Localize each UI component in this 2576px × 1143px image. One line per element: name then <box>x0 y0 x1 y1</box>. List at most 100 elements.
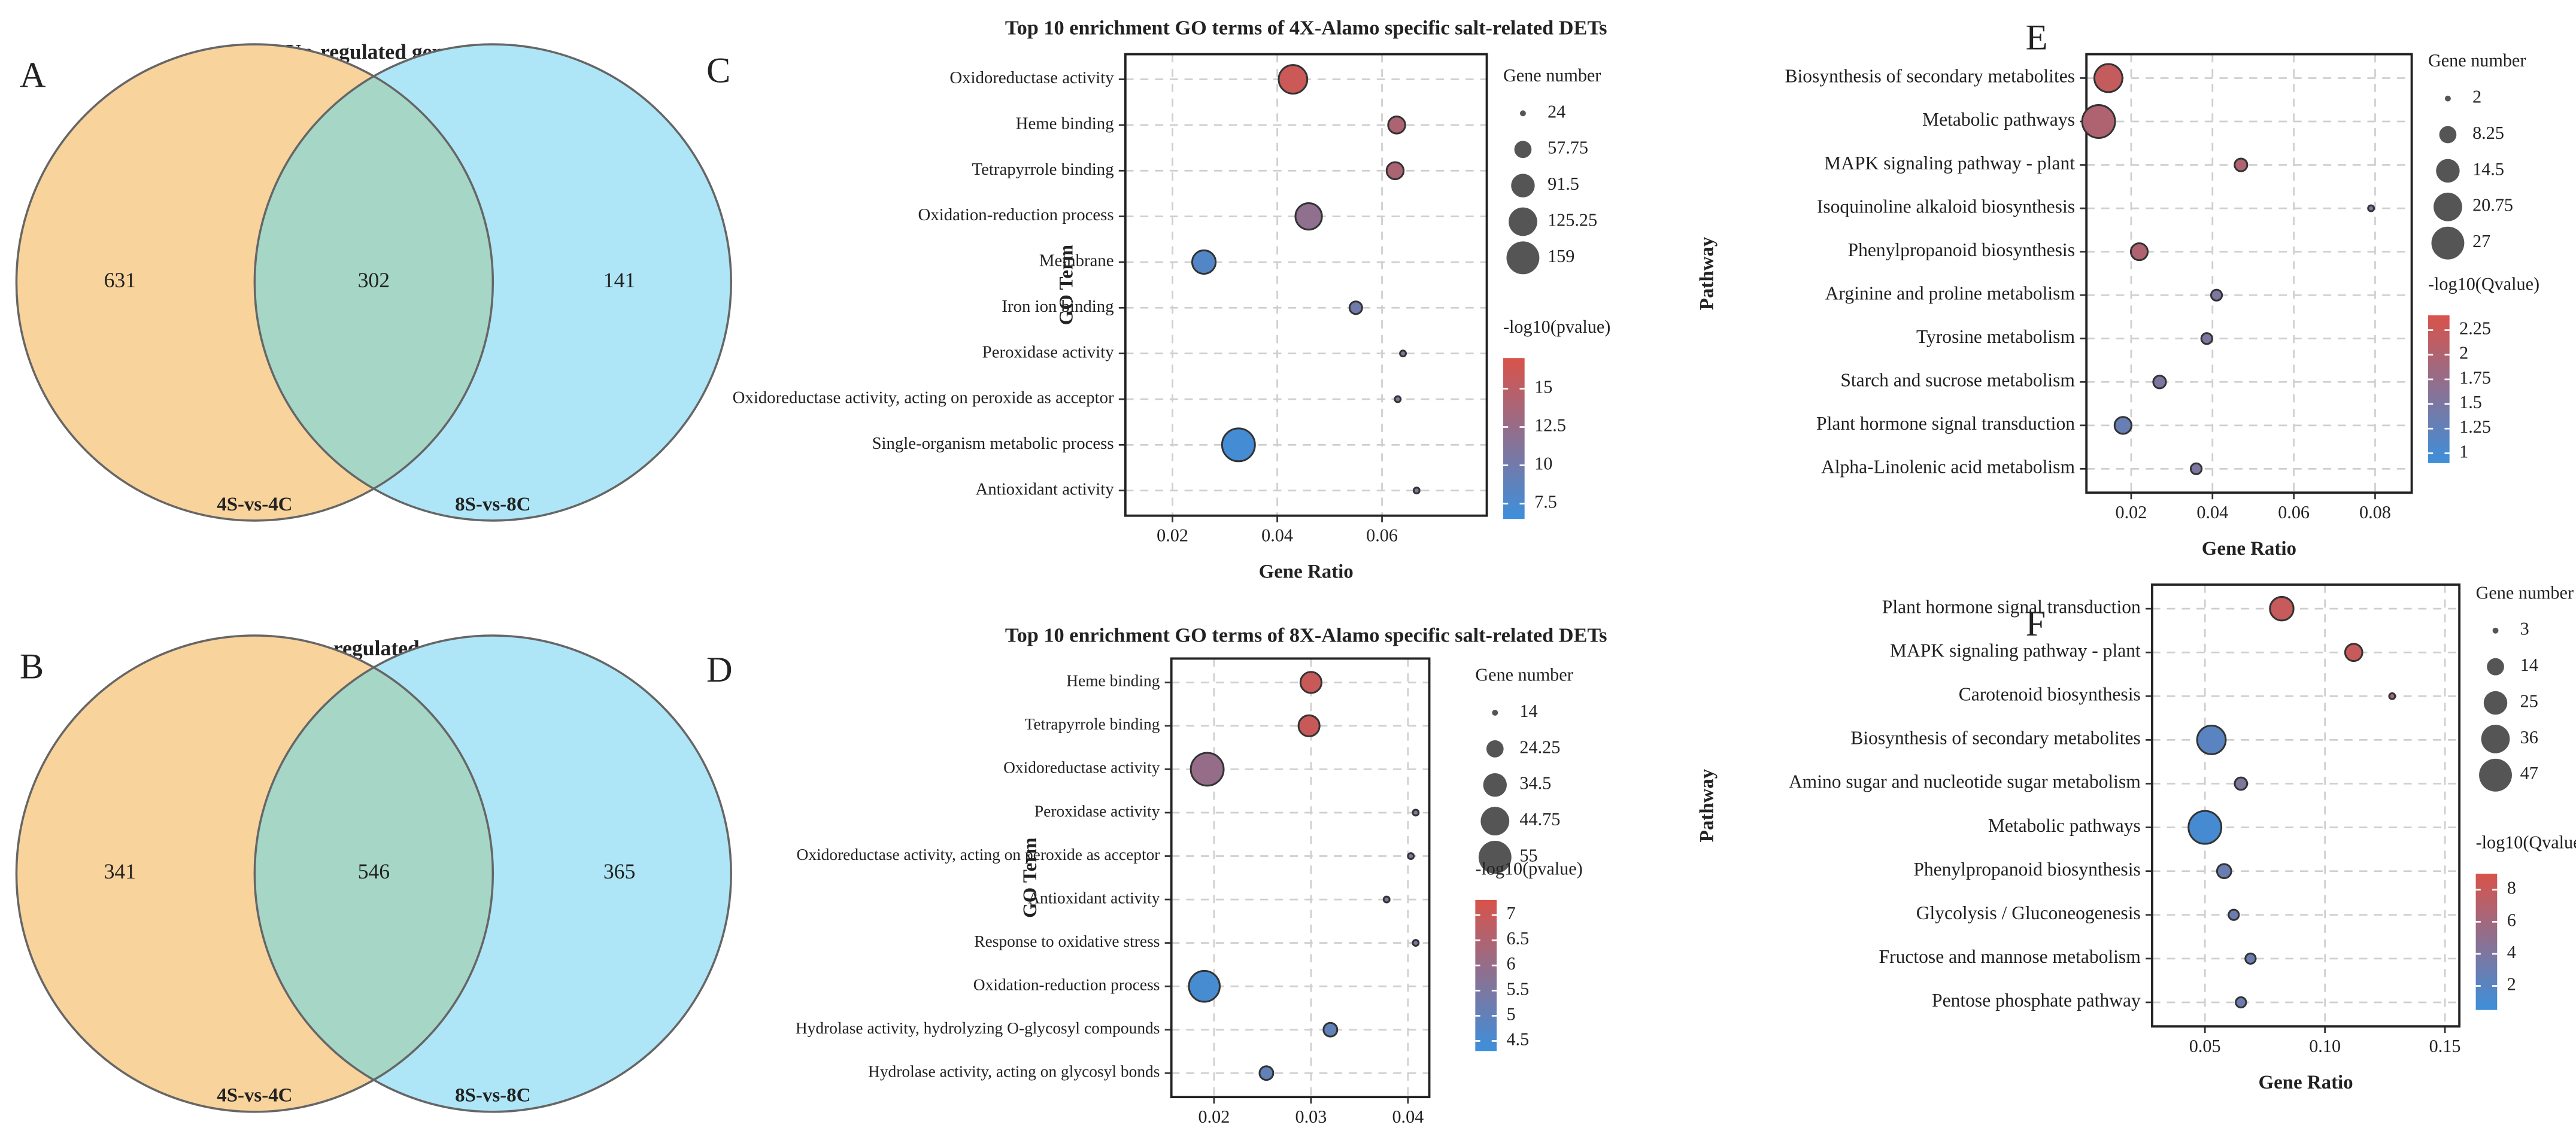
size-legend-label: 14 <box>2520 655 2538 675</box>
bubble <box>1297 714 1321 737</box>
bubble <box>2200 332 2213 345</box>
size-legend-key <box>1486 740 1504 758</box>
colorbar <box>1475 899 1497 1051</box>
category-label: Oxidoreductase activity, acting on perox… <box>733 388 1114 408</box>
plot-frame <box>2085 53 2413 494</box>
x-tick-label: 0.10 <box>2309 1036 2341 1056</box>
venn-count: 302 <box>358 268 390 292</box>
category-label: Heme binding <box>1016 114 1114 133</box>
colorbar-label: 7.5 <box>1534 491 1557 512</box>
colorbar-label: 10 <box>1534 453 1552 473</box>
colorbar <box>1503 358 1525 519</box>
size-legend-key <box>2436 159 2460 183</box>
y-axis-label: GO Term <box>1055 245 1077 325</box>
bubble <box>2210 288 2223 302</box>
size-legend-title: Gene number <box>2476 582 2574 603</box>
bubble <box>2244 952 2257 965</box>
bubble <box>2234 776 2249 791</box>
size-legend-label: 24 <box>1548 101 1565 121</box>
x-axis-label: Gene Ratio <box>1259 561 1354 582</box>
bubble <box>1221 427 1256 463</box>
bubble <box>2344 643 2363 662</box>
category-label: Tetrapyrrole binding <box>1025 715 1160 733</box>
colorbar-label: 2 <box>2507 974 2516 994</box>
category-label: Peroxidase activity <box>1034 802 1160 820</box>
y-axis-label: Pathway <box>1697 236 1718 310</box>
y-axis-label: Pathway <box>1697 768 1718 842</box>
size-legend-label: 14.5 <box>2472 159 2504 179</box>
x-tick-label: 0.06 <box>2278 502 2310 522</box>
category-label: Alpha-Linolenic acid metabolism <box>1821 457 2075 478</box>
venn-count: 365 <box>603 859 635 883</box>
bubble <box>1294 202 1323 231</box>
colorbar-label: 2.25 <box>2459 318 2491 339</box>
size-legend-label: 159 <box>1548 246 1574 266</box>
category-label: Carotenoid biosynthesis <box>1959 684 2141 705</box>
category-label: Hydrolase activity, acting on glycosyl b… <box>868 1063 1160 1081</box>
bubble <box>2216 863 2232 880</box>
size-legend-label: 36 <box>2520 727 2538 747</box>
plot-frame <box>2151 583 2461 1028</box>
set-label: 4S-vs-4C <box>217 494 292 515</box>
colorbar-label: 1.25 <box>2459 417 2491 437</box>
bubble <box>2269 595 2295 622</box>
size-legend-key <box>2431 226 2465 260</box>
colorbar-label: 6.5 <box>1506 928 1529 949</box>
size-legend-label: 47 <box>2520 763 2538 783</box>
bubble <box>1412 939 1420 947</box>
colorbar-label: 1.75 <box>2459 367 2491 388</box>
x-tick-label: 0.02 <box>2116 502 2147 522</box>
size-legend-key <box>2434 192 2462 221</box>
x-tick-label: 0.08 <box>2359 502 2391 522</box>
category-label: Fructose and mannose metabolism <box>1879 946 2141 967</box>
venn-count: 631 <box>104 268 136 292</box>
bubble <box>2388 692 2396 700</box>
venn-outline <box>253 43 732 522</box>
venn-count: 546 <box>358 859 390 883</box>
category-label: Plant hormone signal transduction <box>1816 413 2075 434</box>
chart-title: Top 10 enrichment GO terms of 4X-Alamo s… <box>1005 16 1607 39</box>
size-legend-label: 27 <box>2472 231 2490 251</box>
colorbar-label: 1.5 <box>2459 392 2482 412</box>
plot-frame <box>1124 53 1488 517</box>
bubble <box>2081 104 2116 139</box>
bubble <box>1278 64 1309 95</box>
size-legend-title: Gene number <box>1475 665 1573 685</box>
colorbar-label: 6 <box>1506 953 1515 974</box>
bubble <box>2189 462 2203 475</box>
bubble <box>1188 969 1221 1003</box>
bubble <box>2235 996 2247 1009</box>
bubble <box>1191 249 1217 275</box>
size-legend-label: 8.25 <box>2472 123 2504 143</box>
bubble <box>1299 671 1322 694</box>
venn-outline <box>15 634 494 1113</box>
bubble <box>2187 810 2223 845</box>
size-legend-label: 91.5 <box>1548 174 1579 194</box>
size-legend-key <box>2487 658 2504 676</box>
bubble <box>1258 1065 1275 1081</box>
bubble <box>2228 908 2240 921</box>
x-tick-label: 0.02 <box>1199 1106 1230 1127</box>
bubble <box>2152 375 2167 390</box>
bubble <box>1322 1022 1339 1038</box>
size-legend-key <box>1511 174 1535 197</box>
category-label: Peroxidase activity <box>982 342 1115 361</box>
bubble <box>2196 725 2227 755</box>
color-legend-title: -log10(Qvalue) <box>2476 832 2576 852</box>
size-legend-key <box>2445 95 2451 102</box>
panel-letter: B <box>20 647 44 687</box>
colorbar-label: 1 <box>2459 441 2468 461</box>
category-label: Oxidation-reduction process <box>918 205 1114 224</box>
bubble <box>1399 349 1407 358</box>
x-tick-label: 0.04 <box>1392 1106 1424 1127</box>
category-label: Oxidoreductase activity, acting on perox… <box>797 846 1160 864</box>
category-label: Hydrolase activity, hydrolyzing O-glycos… <box>796 1019 1160 1037</box>
venn-count: 341 <box>104 859 136 883</box>
category-label: Amino sugar and nucleotide sugar metabol… <box>1789 771 2141 792</box>
category-label: Biosynthesis of secondary metabolites <box>1785 66 2075 87</box>
size-legend-key <box>2492 627 2499 634</box>
colorbar <box>2428 315 2450 463</box>
category-label: Tetrapyrrole binding <box>972 160 1114 179</box>
bubble <box>1387 115 1406 135</box>
x-axis-label: Gene Ratio <box>2258 1072 2353 1093</box>
